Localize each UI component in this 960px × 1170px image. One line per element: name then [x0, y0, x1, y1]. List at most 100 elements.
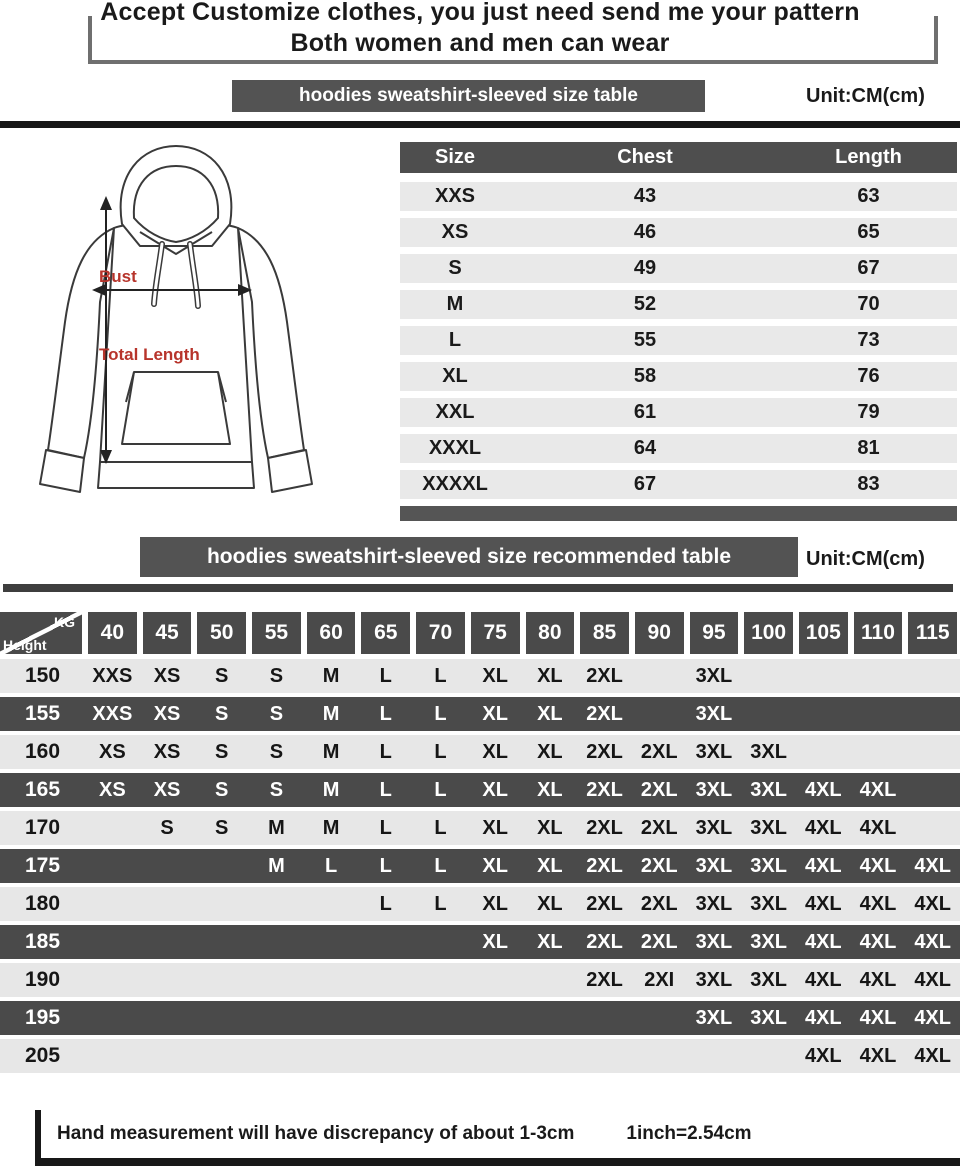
recommended-table-row: 150 XXS XS S S M L L XL XL 2XL 3XL [0, 655, 960, 693]
weight-column-header: 85 [580, 612, 629, 654]
size-table-row: XXXL 64 81 [400, 434, 957, 463]
chest-cell: 52 [633, 293, 657, 315]
size-recommendation-cell: L [434, 892, 447, 915]
recommended-table-row: 170 S S M M L L XL XL 2XL 2XL 3XL 3XL 4XL 4XL [0, 807, 960, 845]
size-recommendation-cell: 3XL [695, 930, 733, 953]
size-recommendation-cell: 2XL [586, 778, 623, 801]
unit-label-middle: Unit:CM(cm) [806, 548, 925, 570]
size-recommendation-cell: 4XL [804, 816, 842, 839]
size-recommendation-cell: 3XL [750, 740, 787, 763]
size-recommendation-cell: 3XL [750, 854, 787, 877]
size-recommendation-cell: S [215, 740, 229, 763]
recommended-table-row: 205 4XL 4XL 4XL [0, 1035, 960, 1073]
length-cell: 65 [857, 221, 880, 243]
size-recommendation-cell: S [269, 702, 284, 725]
size-recommendation-cell: L [379, 854, 392, 877]
size-cell: XS [441, 221, 469, 243]
size-table: Size Chest Length XXS 43 63 XS 46 65 S 49 67 M 52 7… [400, 142, 957, 521]
chest-cell: 67 [633, 473, 657, 495]
size-recommendation-cell: 2XL [586, 664, 623, 687]
recommended-table-row: 180 L L XL XL 2XL 2XL 3XL 3XL 4XL 4XL 4XL [0, 883, 960, 921]
size-recommendation-cell: XS [153, 664, 181, 687]
hoodie-drawstring-right-inner [188, 242, 200, 308]
size-cell: XXS [434, 185, 476, 207]
bust-label: Bust [99, 267, 137, 286]
size-recommendation-cell: L [379, 778, 392, 801]
size-recommendation-cell: XL [537, 854, 563, 877]
size-recommendation-cell: 3XL [750, 1006, 787, 1029]
weight-column-header: 110 [853, 612, 903, 654]
hoodie-hem-band [97, 461, 255, 489]
size-recommendation-cell: XS [153, 778, 181, 801]
recommended-table: KG Height 40 45 50 55 60 65 70 75 80 85 90 95 100 105… [0, 612, 960, 1073]
size-recommendation-cell: 4XL [859, 1006, 897, 1029]
size-recommendation-cell: L [379, 816, 392, 839]
size-recommendation-cell: 3XL [750, 816, 787, 839]
hoodie-left-sleeve [47, 227, 115, 459]
weight-column-header: 70 [416, 612, 465, 654]
length-cell: 67 [857, 257, 880, 279]
hoodie-drawstring-left-inner [152, 242, 164, 306]
size-cell: L [448, 329, 462, 351]
height-cell: 180 [24, 892, 61, 915]
title-line-1: Accept Customize clothes, you just need … [100, 0, 860, 26]
bust-arrowhead-right [238, 284, 252, 296]
weight-column-header: 55 [252, 612, 301, 654]
size-recommendation-cell: XL [537, 816, 563, 839]
size-recommendation-cell: 4XL [914, 1044, 951, 1067]
height-label: Height [3, 637, 47, 653]
size-recommendation-cell: S [215, 664, 229, 687]
chest-cell: 64 [633, 437, 657, 459]
size-recommendation-cell: XL [537, 740, 563, 763]
size-recommendation-cell: L [379, 664, 392, 687]
size-recommendation-cell: L [324, 854, 338, 877]
separator-middle [3, 584, 953, 592]
size-recommendation-cell: M [322, 816, 340, 839]
size-recommendation-cell: XXS [92, 664, 133, 687]
size-recommendation-cell: 4XL [804, 892, 842, 915]
size-recommendation-cell: XL [482, 740, 508, 763]
size-recommendation-cell: S [215, 702, 229, 725]
chest-cell: 46 [633, 221, 657, 243]
size-recommendation-cell: L [434, 816, 447, 839]
recommended-table-row: 175 M L L L XL XL 2XL 2XL 3XL 3XL 4XL 4XL 4XL [0, 845, 960, 883]
length-cell: 83 [857, 473, 880, 495]
size-recommendation-cell: 3XL [695, 740, 733, 763]
weight-column-header: 50 [197, 612, 247, 654]
weight-column-header: 80 [525, 612, 575, 654]
size-recommendation-cell: 4XL [914, 1006, 951, 1029]
size-recommendation-cell: 4XL [859, 854, 897, 877]
size-recommendation-cell: 4XL [914, 892, 951, 915]
size-recommendation-cell: 4XL [804, 1006, 842, 1029]
size-recommendation-cell: XL [482, 816, 508, 839]
size-recommendation-cell: XL [482, 778, 508, 801]
size-recommendation-cell: 3XL [750, 930, 787, 953]
bust-arrowhead-left [92, 284, 106, 296]
size-table-bottom-bar [400, 506, 957, 521]
size-recommendation-cell: 2XL [640, 854, 678, 877]
chest-column-header: Chest [617, 146, 673, 168]
hoodie-left-cuff [39, 449, 85, 493]
size-recommendation-cell: L [379, 740, 392, 763]
size-recommendation-cell: 4XL [859, 968, 897, 991]
size-recommendation-cell: 2XL [586, 854, 623, 877]
page-title: Accept Customize clothes, you just need … [0, 0, 960, 59]
size-recommendation-cell: 4XL [914, 968, 951, 991]
weight-column-header: 95 [689, 612, 739, 654]
size-recommendation-cell: XL [482, 854, 508, 877]
hoodie-pocket-openings [125, 371, 227, 403]
size-recommendation-cell: 4XL [859, 778, 897, 801]
size-recommendation-cell: 2XL [640, 816, 678, 839]
size-recommendation-cell: L [434, 778, 447, 801]
size-recommendation-cell: XXS [92, 702, 133, 725]
height-cell: 185 [24, 930, 61, 953]
title-frame [88, 16, 938, 64]
size-cell: XXXL [428, 437, 482, 459]
size-recommendation-cell: S [215, 778, 229, 801]
length-cell: 79 [857, 401, 880, 423]
size-recommendation-cell: 2XL [640, 740, 678, 763]
size-recommendation-cell: 3XL [695, 968, 733, 991]
size-recommendation-cell: XS [99, 740, 126, 763]
size-recommendation-cell: S [215, 816, 229, 839]
weight-column-header: 65 [361, 612, 411, 654]
